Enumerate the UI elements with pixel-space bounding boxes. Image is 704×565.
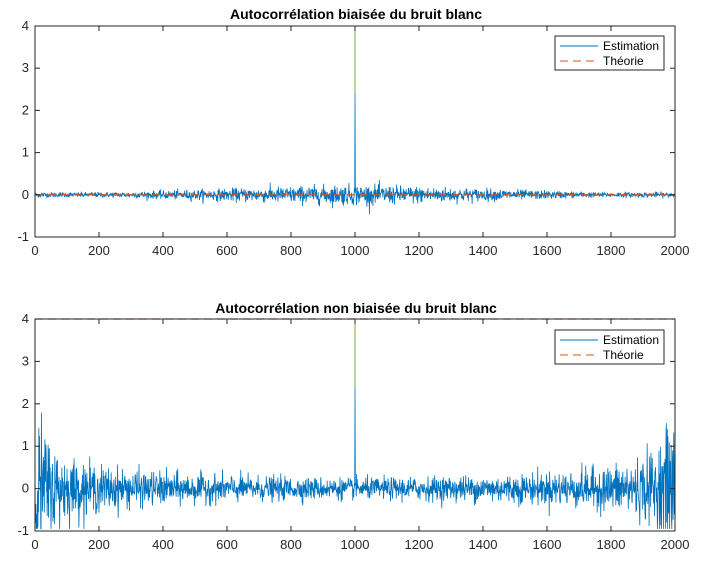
x-tick-label: 2000 [661,243,690,258]
legend-estimation-label: Estimation [603,333,659,347]
x-tick-label: 0 [31,537,38,552]
x-tick-label: 1400 [469,243,498,258]
y-tick-label: 0 [22,187,29,202]
estimation-line [34,93,676,215]
y-tick-label: 1 [22,438,29,453]
legend-estimation-label: Estimation [603,39,659,53]
x-tick-label: 1200 [405,243,434,258]
y-tick-label: 1 [22,145,29,160]
legend: Estimation Théorie [554,35,665,71]
x-tick-label: 0 [31,243,38,258]
y-tick-label: 2 [22,102,29,117]
y-tick-label: -1 [17,229,29,244]
x-tick-label: 1200 [405,537,434,552]
legend-box [554,329,665,365]
estimation-line [34,386,676,530]
legend-theorie-label: Théorie [603,348,644,362]
axes-biased: Autocorrélation biaisée du bruit blanc 0… [17,6,689,258]
y-tick-label: 0 [22,481,29,496]
legend-box [554,35,665,71]
y-tick-label: 2 [22,396,29,411]
x-tick-label: 2000 [661,537,690,552]
x-tick-label: 800 [280,537,302,552]
x-tick-label: 1600 [533,243,562,258]
y-tick-label: 4 [22,311,29,326]
legend: Estimation Théorie [554,329,665,365]
legend-theorie-label: Théorie [603,54,644,68]
x-tick-label: 1800 [597,537,626,552]
x-tick-label: 1000 [341,243,370,258]
x-tick-label: 800 [280,243,302,258]
chart-title: Autocorrélation biaisée du bruit blanc [230,6,482,22]
y-tick-label: 4 [22,18,29,33]
x-tick-label: 1800 [597,243,626,258]
x-tick-label: 1000 [341,537,370,552]
x-tick-label: 600 [216,537,238,552]
chart-title: Autocorrélation non biaisée du bruit bla… [215,300,497,316]
x-tick-label: 400 [152,243,174,258]
x-tick-label: 200 [88,243,110,258]
x-tick-label: 600 [216,243,238,258]
x-tick-label: 1400 [469,537,498,552]
x-tick-label: 200 [88,537,110,552]
y-tick-label: -1 [17,523,29,538]
y-tick-label: 3 [22,353,29,368]
y-tick-label: 3 [22,60,29,75]
x-tick-label: 1600 [533,537,562,552]
x-tick-label: 400 [152,537,174,552]
axes-unbiased: Autocorrélation non biaisée du bruit bla… [17,300,689,552]
